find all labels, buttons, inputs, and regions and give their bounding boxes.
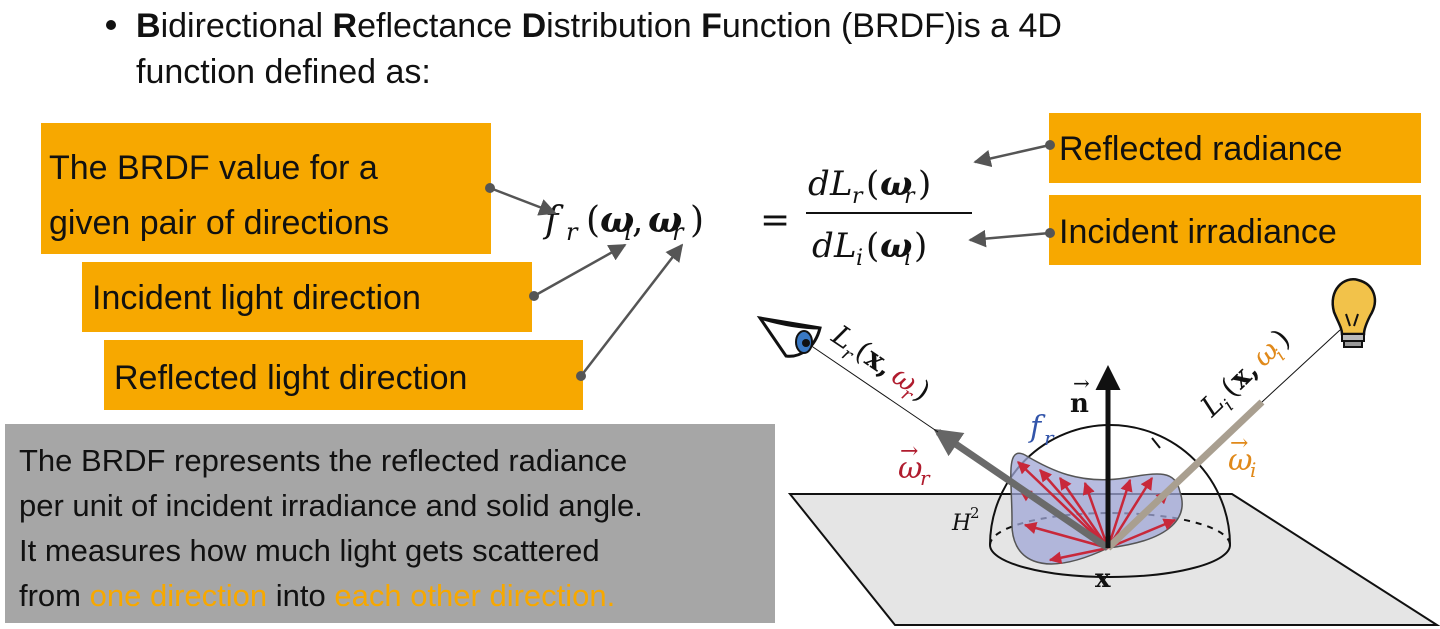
arrow-incident-irradiance	[968, 229, 1051, 248]
incident-direction-arrow	[1105, 399, 1265, 551]
wi-sub: i	[1250, 458, 1256, 482]
formula-f: f	[542, 200, 564, 241]
formula-omega-r: ω	[648, 199, 682, 241]
num-omega-sub: r	[904, 184, 916, 209]
formula-paren-close: )	[690, 200, 704, 241]
num-paren-open: (	[866, 164, 879, 204]
explanation-line1: The BRDF represents the reflected radian…	[19, 443, 628, 478]
incident-thin-line	[1261, 329, 1341, 403]
den-omega-sub: i	[904, 246, 911, 271]
connector-arrows	[485, 140, 1055, 381]
highlight-each-other-direction: each other direction.	[334, 578, 616, 613]
label-brdf-value: The BRDF value for a given pair of direc…	[41, 123, 491, 254]
normal-vector-mark: →	[1073, 371, 1090, 395]
label-incident-light-direction: Incident light direction	[82, 262, 532, 332]
light-bulb-icon	[1331, 278, 1377, 348]
den-paren-open: (	[866, 226, 879, 266]
point-x-label: x	[1095, 564, 1111, 594]
explanation-line2: per unit of incident irradiance and soli…	[19, 488, 643, 523]
explanation-line3: It measures how much light gets scattere…	[19, 533, 600, 568]
explanation-line4: from one direction into each other direc…	[19, 578, 616, 613]
num-omega: ω	[880, 164, 912, 204]
hemisphere-base-front	[989, 544, 1231, 578]
den-L-sub: i	[856, 246, 863, 271]
formula-f-sub: r	[566, 218, 579, 246]
intro-line1: Bidirectional Reflectance Distribution F…	[136, 7, 1062, 45]
wr-vector-mark: →	[900, 439, 918, 464]
arrow-reflected-direction	[580, 243, 684, 377]
fr-sub: r	[1044, 426, 1055, 450]
num-d: d	[808, 164, 830, 204]
explanation-box: The BRDF represents the reflected radian…	[5, 424, 775, 623]
eye-icon	[756, 315, 822, 358]
brdf-value-line2: given pair of directions	[49, 204, 390, 242]
highlight-one-direction: one direction	[89, 578, 268, 613]
wr-label: ω	[898, 451, 922, 486]
arrow-incident-direction	[533, 243, 627, 298]
den-L: L	[833, 226, 857, 266]
label-reflected-radiance: Reflected radiance	[1049, 113, 1421, 183]
den-d: d	[812, 226, 834, 266]
h2-label: H	[951, 511, 972, 536]
wi-vector-mark: →	[1230, 431, 1248, 456]
label-reflected-light-direction: Reflected light direction	[104, 340, 583, 410]
formula-omega-i-sub: i	[624, 218, 632, 246]
formula-omega-i: ω	[600, 199, 634, 241]
wr-sub: r	[920, 466, 931, 490]
formula-paren-open: (	[586, 200, 600, 241]
reflected-thin-line	[809, 344, 939, 433]
intro-line2: function defined as:	[136, 53, 431, 91]
den-paren-close: )	[914, 226, 927, 266]
wi-label: ω	[1228, 443, 1252, 478]
h2-sup: 2	[970, 504, 980, 522]
formula-equals: =	[760, 200, 790, 241]
arrow-reflected-radiance	[973, 143, 1051, 168]
normal-label: n	[1070, 389, 1089, 419]
den-omega: ω	[880, 226, 912, 266]
brdf-value-line1: The BRDF value for a	[49, 149, 378, 187]
num-L: L	[829, 164, 853, 204]
num-L-sub: r	[852, 184, 864, 209]
bullet-icon	[106, 20, 116, 30]
formula-comma: ,	[632, 200, 643, 241]
formula-omega-r-sub: r	[672, 218, 685, 246]
label-incident-irradiance: Incident irradiance	[1049, 195, 1421, 265]
arrow-brdf-value	[489, 186, 557, 216]
reflected-direction-arrow	[933, 428, 1110, 551]
num-paren-close: )	[918, 164, 931, 204]
brdf-diagram: n → x H 2 f r ω → r ω → i L r ( x, ω r )…	[756, 278, 1440, 626]
